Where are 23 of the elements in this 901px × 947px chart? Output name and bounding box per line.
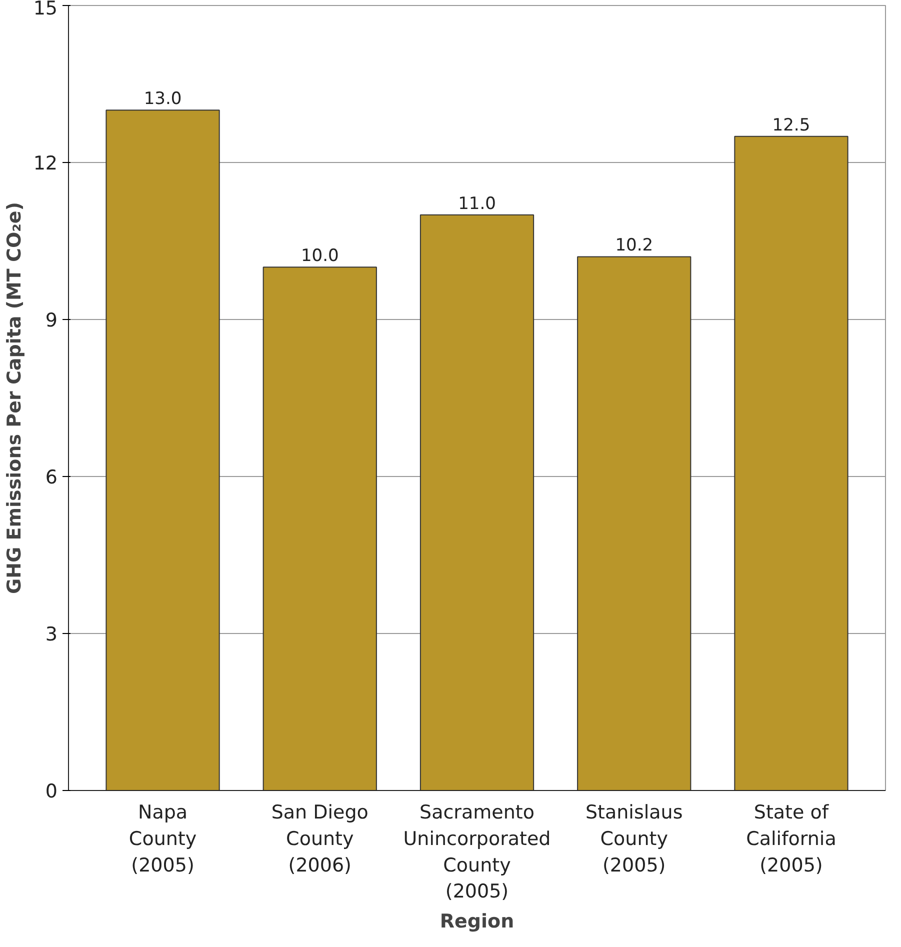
x-tick-label: Sacramento Unincorporated County (2005) bbox=[403, 802, 551, 903]
data-label: 10.2 bbox=[615, 236, 654, 256]
data-label: 11.0 bbox=[458, 194, 496, 214]
x-tick-label: Stanislaus County (2005) bbox=[585, 802, 683, 876]
bar bbox=[106, 110, 220, 790]
y-tick-label: 0 bbox=[45, 780, 58, 802]
y-tick-label: 12 bbox=[33, 152, 58, 174]
bar bbox=[577, 256, 692, 790]
x-axis-title: Region bbox=[440, 910, 514, 933]
y-axis-title: GHG Emissions Per Capita (MT CO₂e) bbox=[3, 202, 26, 594]
bar bbox=[420, 214, 534, 790]
data-label: 12.5 bbox=[772, 115, 810, 136]
y-tick-label: 3 bbox=[45, 624, 58, 646]
x-tick-label: Napa County (2005) bbox=[128, 802, 197, 876]
y-tick-label: 9 bbox=[45, 310, 58, 332]
data-label: 13.0 bbox=[144, 89, 182, 110]
x-tick-label: State of California (2005) bbox=[746, 802, 836, 876]
y-tick-label: 15 bbox=[33, 0, 58, 20]
y-tick-label: 6 bbox=[45, 466, 58, 488]
x-tick-label: San Diego County (2006) bbox=[271, 802, 368, 876]
bar bbox=[734, 136, 848, 790]
data-label: 10.0 bbox=[300, 246, 339, 266]
bar bbox=[262, 266, 377, 790]
